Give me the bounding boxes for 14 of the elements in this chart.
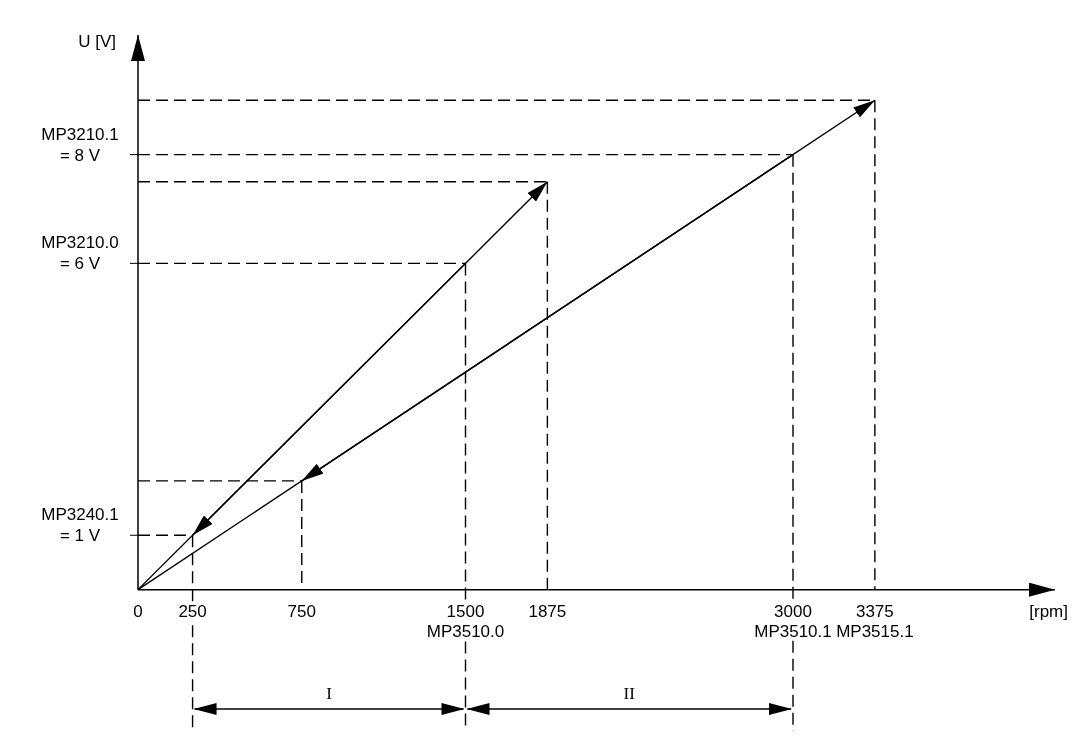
y-axis-title: U [V] <box>78 32 116 51</box>
y-tick-label: = 1 V <box>59 526 101 546</box>
x-tick-label: 750 <box>287 601 316 621</box>
x-tick-label: 1875 <box>528 601 567 621</box>
y-tick-label: = 6 V <box>59 254 101 274</box>
annotation: I <box>326 684 333 703</box>
x-tick-label: 0 <box>133 601 143 621</box>
y-tick-label: = 8 V <box>59 145 101 165</box>
text: MP3210.0 <box>41 233 119 253</box>
x-tick-label: 3375 MP3515.1 <box>836 601 914 641</box>
text: MP3240.1 <box>41 505 119 525</box>
annotation: II <box>623 684 636 703</box>
x-axis-title: [rpm] <box>1029 601 1068 621</box>
text: MP3210.1 <box>41 124 119 144</box>
